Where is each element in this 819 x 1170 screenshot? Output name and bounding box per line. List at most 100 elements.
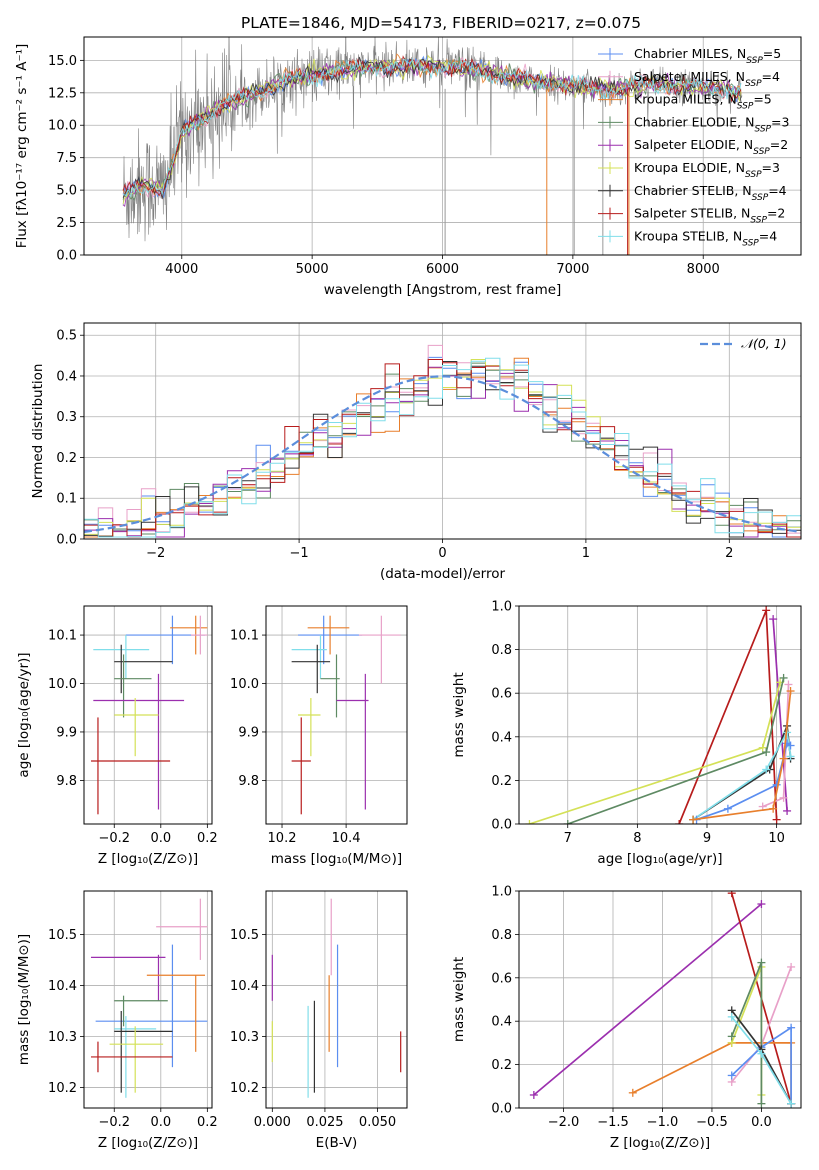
plot-area: [90, 898, 208, 1098]
errorbar-salpeter-elodie: [90, 954, 166, 1001]
errorbar-salpeter-stelib: [90, 1041, 173, 1073]
weight-marker-salpeter-elodie: [529, 1090, 538, 1099]
errorbar-salpeter-elodie: [93, 673, 185, 810]
x-tick-label: −2: [146, 546, 165, 561]
y-tick-label: 0.4: [56, 369, 77, 384]
y-tick-label: 0.6: [491, 971, 512, 986]
x-tick-label: 0.2: [197, 831, 218, 846]
panel-residuals: −2 −1 0 1 2 0.0 0.1 0.2 0.3 0.4 0.5 (data-model)/er…: [30, 322, 802, 582]
y-tick-label: 10.2: [230, 1081, 259, 1096]
y-tick-label: 10.4: [48, 979, 77, 994]
model-line-kroupa-elodie: [122, 54, 742, 204]
x-tick-label: 5000: [296, 262, 329, 277]
x-tick-label: 0: [438, 546, 446, 561]
legend-label-chabrier-miles: Chabrier MILES, NSSP=5: [634, 46, 781, 66]
y-tick-label: 10.5: [48, 928, 77, 943]
plot-area: [84, 344, 801, 539]
x-tick-label: 8000: [687, 262, 720, 277]
y-axis-label: Flux [fλ10⁻¹⁷ erg cm⁻² s⁻¹ A⁻¹]: [14, 44, 30, 249]
y-tick-label: 10.3: [230, 1030, 259, 1045]
panel-mass-vs-ebv: 0.000 0.025 0.050 10.2 10.3 10.4 10.5 E(B-V): [230, 890, 408, 1151]
weight-marker-chabrier-elodie: [757, 958, 766, 967]
x-tick-label: 0.0: [150, 831, 171, 846]
axes-frame: [265, 605, 408, 825]
normal-curve: [84, 375, 799, 533]
weight-marker-kroupa-miles: [769, 804, 778, 813]
weight-marker-chabrier-elodie: [563, 820, 572, 824]
weight-line-chabrier-miles: [731, 1026, 792, 1104]
y-tick-label: 10.0: [48, 119, 77, 134]
panel-massweight-vs-age: 7 8 9 10 0.0 0.2 0.4 0.6 0.8 1.0 age [log₁₀(age/yr…: [451, 600, 802, 867]
weight-marker-salpeter-miles: [779, 793, 788, 802]
axes-frame: [83, 605, 213, 825]
weight-marker-chabrier-miles: [772, 780, 781, 789]
errorbar-salpeter-elodie: [336, 673, 369, 810]
panel-age-vs-mass: 10.2 10.4 9.8 9.9 10.0 10.1 mass [log₁₀(M/M⊙)]: [230, 605, 408, 867]
x-tick-label: 7000: [556, 262, 589, 277]
y-tick-label: 0.0: [56, 533, 77, 548]
panel-massweight-vs-Z: −2.0 −1.5 −1.0 −0.5 0.0 0.0 0.2 0.4 0.6 0.8 1.0 Z […: [451, 885, 802, 1151]
weight-marker-salpeter-miles: [787, 962, 796, 971]
figure-title: PLATE=1846, MJD=54173, FIBERID=0217, z=0…: [241, 14, 641, 32]
y-tick-label: 7.5: [56, 151, 77, 166]
weight-line-kroupa-miles: [692, 690, 792, 821]
legend-label-salpeter-stelib: Salpeter STELIB, NSSP=2: [634, 206, 785, 226]
x-tick-label: 0.000: [254, 1115, 291, 1130]
y-tick-label: 12.5: [48, 86, 77, 101]
x-tick-label: 0.050: [359, 1115, 396, 1130]
y-tick-label: 0.0: [491, 818, 512, 833]
y-tick-label: 9.8: [56, 774, 77, 789]
errorbar-kroupa-miles: [146, 974, 206, 1052]
y-tick-label: 10.0: [48, 677, 77, 692]
errorbar-kroupa-miles: [307, 615, 350, 655]
weight-marker-kroupa-miles: [689, 815, 698, 824]
errorbar-chabrier-stelib: [114, 1010, 173, 1093]
weight-marker-kroupa-stelib: [787, 1099, 796, 1108]
x-tick-label: −0.2: [98, 1115, 130, 1130]
errorbar-chabrier-miles: [125, 615, 206, 665]
y-tick-label: 0.6: [491, 687, 512, 702]
errorbar-chabrier-miles: [95, 944, 208, 1068]
x-axis-label: (data-model)/error: [380, 566, 506, 582]
y-tick-label: 0.4: [491, 1015, 512, 1030]
y-tick-label: 10.2: [48, 1081, 77, 1096]
legend-label-chabrier-elodie: Chabrier ELODIE, NSSP=3: [634, 114, 789, 134]
y-tick-label: 0.2: [491, 1058, 512, 1073]
plot-area: [291, 615, 401, 815]
y-tick-label: 10.1: [48, 629, 77, 644]
x-tick-label: −1.0: [647, 1115, 679, 1130]
x-tick-label: 7: [564, 831, 572, 846]
y-axis-label: mass weight: [451, 957, 467, 1042]
panel-mass-vs-Z: −0.2 0.0 0.2 10.2 10.3 10.4 10.5 Z [log₁₀(Z/Z⊙)…: [16, 890, 218, 1151]
weight-marker-salpeter-miles: [784, 680, 793, 689]
errorbar-kroupa-elodie: [298, 698, 321, 757]
errorbar-kroupa-elodie: [109, 1026, 164, 1093]
y-tick-label: 0.8: [491, 928, 512, 943]
x-tick-label: 1: [582, 546, 590, 561]
axes-frame: [83, 890, 213, 1109]
x-tick-label: 2: [725, 546, 733, 561]
y-axis-label: mass [log₁₀(M/M⊙)]: [16, 934, 32, 1065]
legend-label-kroupa-miles: Kroupa MILES, NSSP=5: [634, 92, 772, 112]
spectrum-legend: Chabrier MILES, NSSP=5 Salpeter MILES, NS…: [598, 46, 789, 248]
y-tick-label: 0.4: [491, 730, 512, 745]
x-axis-label: wavelength [Angstrom, rest frame]: [324, 282, 562, 298]
model-line-kroupa-stelib: [122, 57, 742, 198]
weight-marker-kroupa-stelib: [762, 765, 771, 774]
x-tick-label: 10: [768, 831, 785, 846]
legend-label-chabrier-stelib: Chabrier STELIB, NSSP=4: [634, 183, 787, 203]
y-tick-label: 10.0: [230, 677, 259, 692]
weight-marker-salpeter-stelib: [727, 891, 736, 898]
histogram-kroupa-stelib: [84, 357, 801, 539]
weight-marker-kroupa-stelib: [757, 1049, 766, 1058]
errorbar-chabrier-elodie: [114, 654, 152, 718]
errorbar-chabrier-elodie: [320, 654, 340, 718]
y-tick-label: 10.4: [230, 979, 259, 994]
errorbar-chabrier-elodie: [114, 995, 168, 1027]
x-tick-label: 6000: [426, 262, 459, 277]
x-axis-label: E(B-V): [316, 1135, 358, 1151]
errorbar-salpeter-miles: [358, 615, 401, 684]
weight-marker-kroupa-miles: [628, 1088, 637, 1097]
weight-marker-chabrier-miles: [787, 1023, 796, 1032]
